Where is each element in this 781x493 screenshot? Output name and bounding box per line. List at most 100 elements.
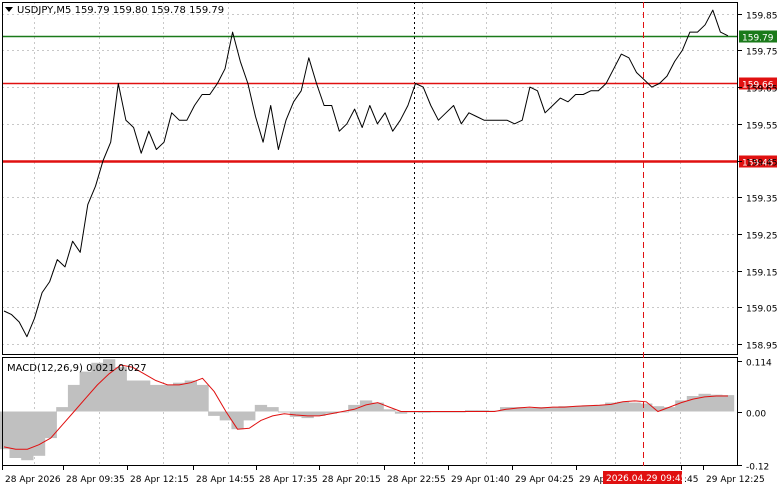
time-axis-label: 29 Ap — [579, 475, 605, 485]
macd-bar — [161, 384, 174, 412]
macd-bar — [103, 359, 116, 412]
macd-bar — [254, 404, 268, 412]
y-tick-label: 159.05 — [746, 305, 778, 315]
y-tick-label: 159.75 — [746, 48, 778, 58]
macd-bar — [511, 407, 524, 412]
y-tick-label: 159.35 — [746, 195, 778, 205]
macd-bar — [208, 411, 221, 416]
macd-bar — [0, 411, 11, 450]
level-label: 159.66 — [742, 81, 774, 91]
macd-y-tick-label: 0.114 — [746, 359, 772, 369]
macd-bar — [546, 407, 559, 412]
level-lines: 159.79 159.66 159.45 — [2, 30, 777, 169]
y-tick-label: 159.15 — [746, 269, 778, 279]
macd-header: MACD(12,26,9) 0.021 0.027 — [7, 363, 147, 374]
macd-bar — [149, 384, 162, 412]
macd-bar — [289, 411, 303, 417]
macd-bar — [476, 410, 489, 412]
y-tick-label: 159.45 — [746, 159, 778, 169]
macd-bar — [196, 384, 209, 412]
macd-bar — [32, 411, 46, 456]
macd-y-tick-label: -0.12 — [746, 463, 769, 473]
macd-bar — [675, 400, 688, 412]
macd-bar — [371, 402, 384, 412]
macd-bar — [67, 384, 81, 412]
macd-bar — [570, 406, 583, 412]
chart-header: USDJPY,M5 159.79 159.80 159.78 159.79 MA… — [5, 5, 224, 374]
macd-bar — [558, 406, 571, 412]
macd-bar — [698, 393, 711, 412]
macd-bar — [91, 362, 104, 412]
level-label-box — [739, 77, 777, 90]
y-tick-label: 159.65 — [746, 85, 778, 95]
macd-bar — [266, 407, 279, 412]
macd-bar — [278, 411, 291, 413]
macd-bar — [21, 411, 34, 461]
price-line — [3, 9, 729, 338]
time-axis-label: :45 — [684, 475, 698, 485]
macd-bar — [348, 404, 361, 412]
price-series — [3, 9, 729, 338]
time-axis-label: 29 Apr 04:25 — [515, 475, 574, 485]
macd-bar — [465, 410, 478, 412]
macd-y-tick-label: 0.00 — [746, 410, 766, 420]
macd-bar — [721, 395, 735, 412]
macd-bar — [383, 409, 396, 412]
macd-bar — [418, 411, 431, 413]
crosshair-time-box — [603, 471, 682, 484]
chart-grid — [2, 2, 738, 466]
macd-bar — [710, 394, 723, 412]
triangle-down-icon[interactable] — [5, 7, 13, 12]
macd-bar — [593, 404, 606, 412]
macd-bar — [628, 402, 641, 412]
y-tick-label: 159.85 — [746, 12, 778, 22]
macd-bar — [219, 411, 232, 421]
level-label: 159.45 — [742, 159, 774, 169]
level-label: 159.79 — [742, 34, 774, 44]
macd-bar — [324, 411, 338, 414]
macd-bar — [56, 407, 69, 412]
crosshair-time-label: 2026.04.29 09:45 — [606, 474, 686, 484]
macd-pane-frame — [2, 357, 738, 466]
macd-bar — [126, 380, 139, 412]
macd-bar — [535, 407, 548, 412]
y-tick-label: 158.95 — [746, 342, 778, 352]
macd-bar — [231, 411, 244, 430]
time-axis-label: 28 Apr 14:55 — [196, 475, 255, 485]
macd-series — [0, 359, 735, 461]
time-axis-label: 28 Apr 09:35 — [66, 475, 125, 485]
time-axis-label: 28 Apr 2026 — [5, 475, 61, 485]
macd-bar — [44, 411, 57, 439]
level-label-box — [739, 30, 777, 43]
time-axis-label: 28 Apr 12:15 — [130, 475, 189, 485]
macd-bar — [9, 411, 22, 458]
macd-bar — [301, 411, 314, 419]
level-label-box — [739, 155, 777, 168]
time-axis-label: 28 Apr 22:55 — [387, 475, 446, 485]
macd-bar — [138, 380, 151, 412]
macd-bar — [605, 402, 618, 412]
macd-bar — [114, 367, 127, 412]
main-pane-frame — [2, 2, 738, 355]
time-axis-label: 28 Apr 17:35 — [259, 475, 318, 485]
y-tick-label: 159.25 — [746, 232, 778, 242]
axes: 159.85 159.75 159.65 159.55 159.45 159.35 159.… — [2, 2, 778, 485]
macd-bar — [651, 406, 665, 412]
macd-signal-line — [3, 364, 728, 450]
macd-bar — [79, 371, 92, 412]
y-tick-label: 159.55 — [746, 122, 778, 132]
macd-bar — [336, 411, 349, 413]
time-axis-label: 29 Apr 12:25 — [706, 475, 765, 485]
macd-bar — [394, 411, 408, 414]
macd-bar — [184, 380, 197, 412]
macd-bar — [640, 403, 653, 412]
macd-bar — [581, 405, 594, 412]
macd-bar — [663, 407, 676, 412]
time-axis-label: 28 Apr 20:15 — [322, 475, 381, 485]
macd-bar — [359, 400, 373, 412]
macd-bar — [616, 401, 630, 412]
time-axis-label: 29 Apr 01:40 — [451, 475, 510, 485]
macd-bar — [313, 411, 326, 416]
